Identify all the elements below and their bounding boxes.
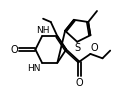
Text: NH: NH	[36, 26, 49, 35]
Text: O: O	[76, 78, 83, 88]
Text: O: O	[91, 43, 99, 53]
Text: O: O	[11, 45, 18, 54]
Text: S: S	[75, 43, 81, 53]
Text: HN: HN	[27, 64, 40, 73]
